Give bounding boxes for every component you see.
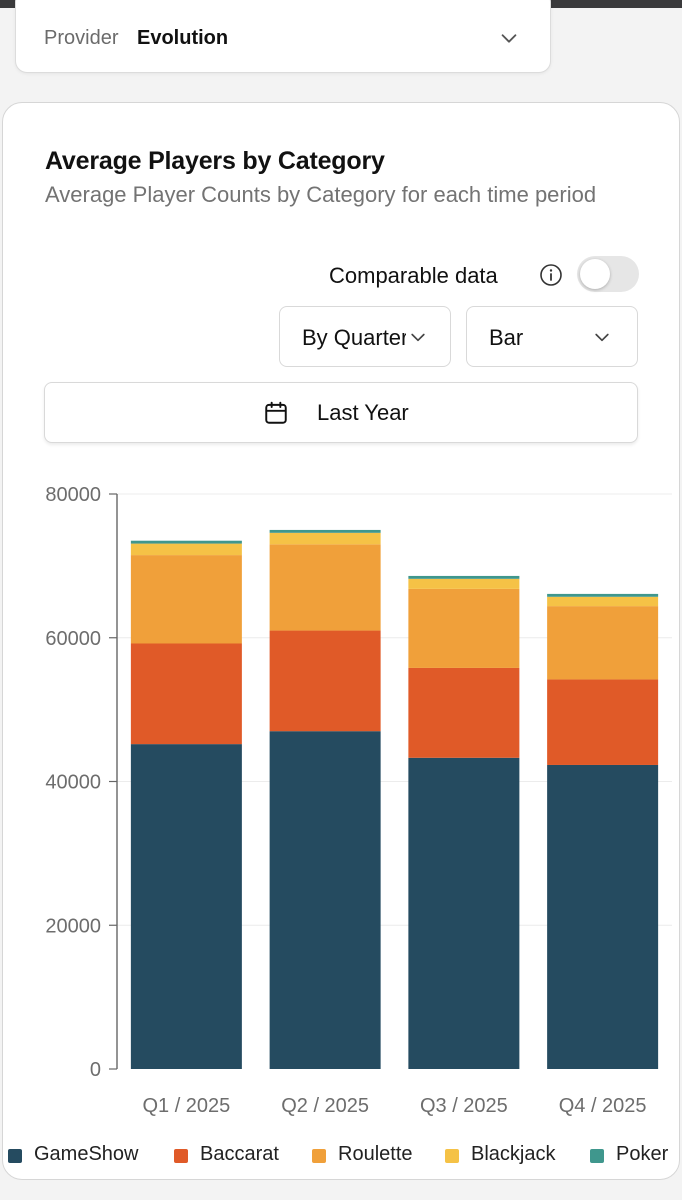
legend-label: GameShow — [34, 1143, 139, 1165]
chart-type-select-value: Bar — [489, 325, 524, 350]
legend-swatch — [590, 1149, 604, 1163]
x-tick-label: Q1 / 2025 — [142, 1095, 230, 1117]
legend-label: Baccarat — [200, 1143, 279, 1165]
y-tick-label: 60000 — [45, 628, 101, 650]
x-tick-label: Q3 / 2025 — [420, 1095, 508, 1117]
bar-segment-gameshow — [130, 744, 242, 1069]
legend-label: Poker — [616, 1143, 669, 1165]
bar-segment-roulette — [269, 544, 381, 631]
date-range-button[interactable]: Last Year — [44, 382, 638, 443]
bar-segment-baccarat — [269, 630, 381, 732]
chart-type-select[interactable]: Bar — [466, 306, 638, 367]
legend-label: Roulette — [338, 1143, 413, 1165]
date-range-label: Last Year — [317, 400, 409, 425]
y-tick-label: 20000 — [45, 915, 101, 937]
provider-select[interactable]: Provider Evolution — [15, 0, 551, 73]
y-tick-label: 80000 — [45, 484, 101, 506]
chevron-down-icon — [595, 333, 609, 342]
bar-segment-roulette — [130, 555, 242, 644]
chart-title: Average Players by Category — [45, 147, 385, 175]
bar-segment-poker — [269, 529, 381, 533]
bar-segment-poker — [408, 575, 520, 579]
y-tick-label: 0 — [90, 1059, 101, 1081]
bar-segment-gameshow — [269, 731, 381, 1069]
x-tick-label: Q4 / 2025 — [559, 1095, 647, 1117]
period-select-value: By Quarter — [302, 325, 406, 350]
comparable-data-toggle[interactable] — [577, 256, 639, 292]
legend-swatch — [312, 1149, 326, 1163]
y-tick-label: 40000 — [45, 772, 101, 794]
toggle-knob — [580, 259, 610, 289]
bar-segment-baccarat — [547, 679, 659, 765]
calendar-icon — [265, 401, 287, 424]
legend-swatch — [445, 1149, 459, 1163]
bar-segment-baccarat — [130, 643, 242, 745]
chart-subtitle: Average Player Counts by Category for ea… — [45, 182, 597, 207]
legend-swatch — [174, 1149, 188, 1163]
bar-segment-gameshow — [408, 757, 520, 1069]
bar-segment-poker — [130, 540, 242, 544]
bar-segment-roulette — [408, 588, 520, 668]
x-tick-label: Q2 / 2025 — [281, 1095, 369, 1117]
info-icon[interactable] — [539, 263, 563, 287]
chevron-down-icon — [501, 34, 517, 43]
stacked-bar-chart: 0 20000 40000 60000 80000 Q1 / 2025 Q2 / 2025 Q… — [45, 484, 672, 1117]
comparable-data-label: Comparable data — [329, 263, 498, 288]
chevron-down-icon — [411, 333, 425, 342]
bar-segment-baccarat — [408, 667, 520, 758]
bar-segment-blackjack — [547, 596, 659, 607]
period-select[interactable]: By Quarter — [279, 306, 451, 367]
bar-segment-poker — [547, 593, 659, 597]
bar-segment-gameshow — [547, 764, 659, 1069]
legend-swatch — [8, 1149, 22, 1163]
provider-label: Provider — [44, 27, 119, 49]
bar-segment-blackjack — [269, 532, 381, 545]
bar-segment-blackjack — [130, 543, 242, 556]
provider-value: Evolution — [137, 27, 229, 49]
chart-legend: GameShow Baccarat Roulette Blackjack Poker — [8, 1143, 682, 1169]
legend-label: Blackjack — [471, 1143, 556, 1165]
bar-segment-blackjack — [408, 578, 520, 589]
bar-segment-roulette — [547, 606, 659, 680]
